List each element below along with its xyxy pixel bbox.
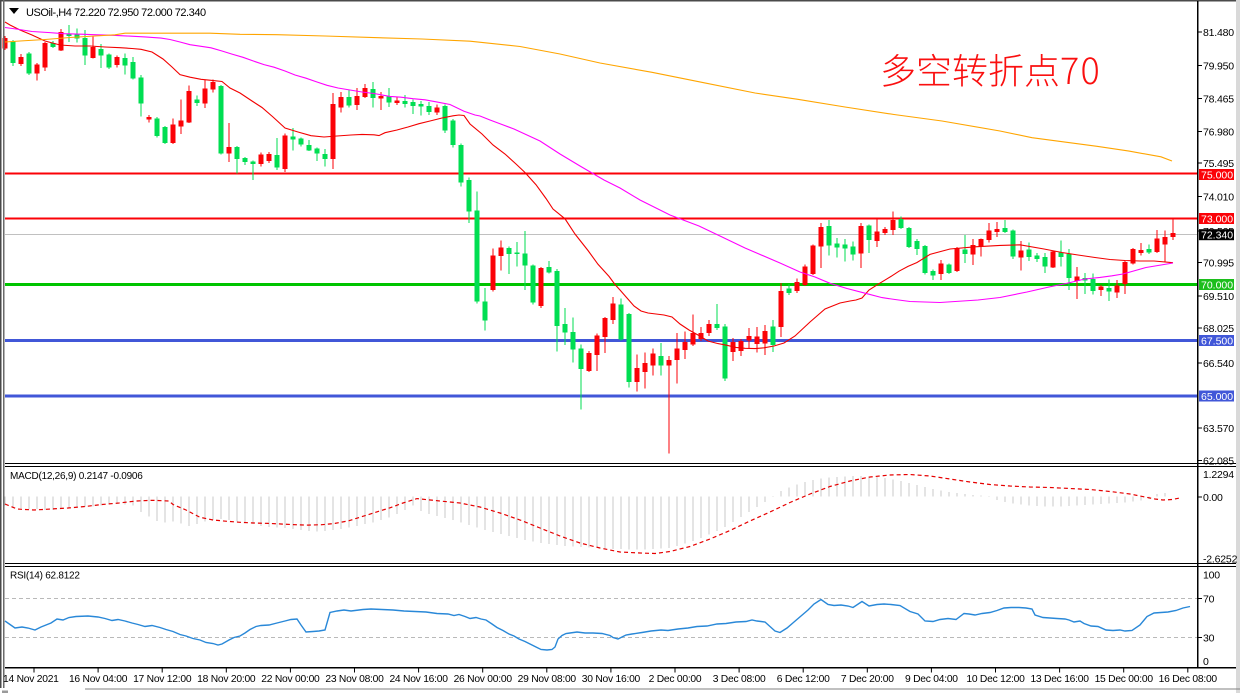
svg-text:16 Dec 08:00: 16 Dec 08:00 [1159, 674, 1218, 685]
svg-text:15 Dec 00:00: 15 Dec 00:00 [1095, 674, 1154, 685]
svg-text:0: 0 [1203, 656, 1209, 668]
svg-text:24 Nov 16:00: 24 Nov 16:00 [389, 674, 448, 685]
svg-text:13 Dec 16:00: 13 Dec 16:00 [1030, 674, 1089, 685]
svg-text:70.995: 70.995 [1203, 258, 1234, 270]
svg-text:75.495: 75.495 [1203, 158, 1234, 170]
svg-text:3 Dec 08:00: 3 Dec 08:00 [713, 674, 766, 685]
svg-text:79.950: 79.950 [1203, 61, 1234, 73]
svg-text:USOil-,H4 72.220 72.950 72.00: USOil-,H4 72.220 72.950 72.000 72.340 [26, 7, 206, 19]
svg-text:65.000: 65.000 [1201, 391, 1233, 403]
svg-text:2 Dec 00:00: 2 Dec 00:00 [649, 674, 702, 685]
svg-text:23 Nov 08:00: 23 Nov 08:00 [325, 674, 384, 685]
svg-text:29 Nov 08:00: 29 Nov 08:00 [518, 674, 577, 685]
svg-text:78.465: 78.465 [1203, 94, 1234, 106]
svg-text:72.340: 72.340 [1201, 230, 1233, 242]
svg-text:68.025: 68.025 [1203, 323, 1234, 335]
svg-text:-2.6252: -2.6252 [1203, 554, 1238, 566]
svg-text:73.000: 73.000 [1201, 214, 1233, 226]
svg-text:62.085: 62.085 [1203, 456, 1234, 468]
svg-text:18 Nov 20:00: 18 Nov 20:00 [197, 674, 256, 685]
svg-text:10 Dec 12:00: 10 Dec 12:00 [966, 674, 1025, 685]
svg-text:17 Nov 12:00: 17 Nov 12:00 [133, 674, 192, 685]
svg-text:30 Nov 16:00: 30 Nov 16:00 [582, 674, 641, 685]
svg-text:70: 70 [1203, 594, 1215, 606]
svg-text:22 Nov 00:00: 22 Nov 00:00 [261, 674, 320, 685]
svg-text:81.480: 81.480 [1203, 27, 1234, 39]
svg-text:7 Dec 20:00: 7 Dec 20:00 [841, 674, 894, 685]
svg-text:MACD(12,26,9) 0.2147 -0.0906: MACD(12,26,9) 0.2147 -0.0906 [10, 471, 143, 482]
svg-text:RSI(14) 62.8122: RSI(14) 62.8122 [10, 571, 80, 582]
svg-text:1.2294: 1.2294 [1203, 469, 1234, 481]
svg-text:69.510: 69.510 [1203, 291, 1234, 303]
svg-text:6 Dec 12:00: 6 Dec 12:00 [777, 674, 830, 685]
svg-text:67.500: 67.500 [1201, 336, 1233, 348]
svg-text:66.540: 66.540 [1203, 358, 1234, 370]
svg-text:74.010: 74.010 [1203, 192, 1234, 204]
svg-text:26 Nov 00:00: 26 Nov 00:00 [454, 674, 513, 685]
svg-text:16 Nov 04:00: 16 Nov 04:00 [69, 674, 128, 685]
svg-text:30: 30 [1203, 633, 1215, 645]
svg-text:70.000: 70.000 [1201, 280, 1233, 292]
svg-text:63.570: 63.570 [1203, 423, 1234, 435]
svg-text:100: 100 [1203, 570, 1220, 582]
svg-text:0.00: 0.00 [1203, 492, 1223, 504]
svg-text:9 Dec 04:00: 9 Dec 04:00 [905, 674, 958, 685]
svg-text:75.000: 75.000 [1201, 170, 1233, 182]
svg-text:76.980: 76.980 [1203, 127, 1234, 139]
svg-text:14 Nov 2021: 14 Nov 2021 [3, 674, 59, 685]
